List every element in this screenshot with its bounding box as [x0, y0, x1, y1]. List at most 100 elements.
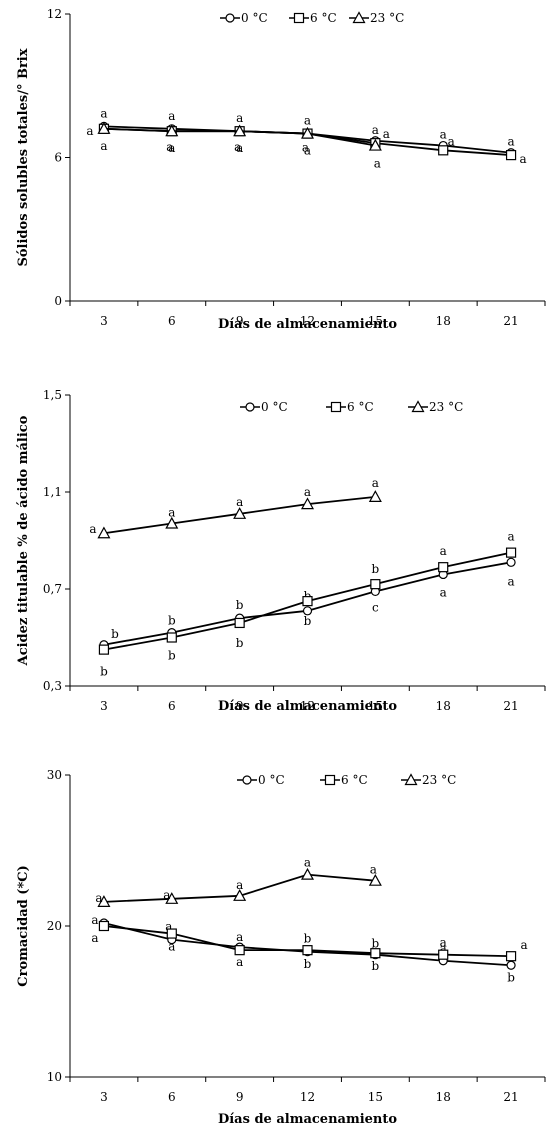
data-label: a — [507, 530, 514, 544]
data-point — [98, 644, 110, 655]
data-label: a — [86, 124, 93, 138]
y-tick-label: 1,5 — [43, 388, 62, 402]
data-point — [302, 606, 313, 616]
data-point — [166, 632, 177, 643]
data-label: a — [440, 942, 447, 956]
data-label: b — [168, 649, 176, 663]
x-tick-label: 9 — [236, 699, 244, 713]
legend-marker-square-icon — [330, 401, 342, 413]
legend-marker-square-icon — [293, 12, 305, 24]
legend-label: 0 °C — [258, 773, 285, 787]
data-label: b — [236, 598, 244, 612]
series-3: a a a a a — [95, 856, 382, 907]
data-label: b — [372, 959, 380, 973]
legend: 0 °C 6 °C 23 °C — [240, 400, 463, 414]
x-tick-label: 18 — [436, 1090, 451, 1104]
data-label: a — [234, 140, 241, 154]
legend-marker-square-icon — [324, 774, 336, 786]
data-label: a — [236, 878, 243, 892]
data-label: a — [372, 123, 379, 137]
data-label: a — [168, 506, 175, 520]
data-label: b — [304, 957, 312, 971]
y-axis-title: Sólidos solubles totales/° Brix — [16, 48, 31, 266]
data-label: a — [507, 574, 514, 588]
data-point — [165, 516, 179, 529]
legend-label: 6 °C — [310, 11, 337, 25]
data-point — [97, 895, 111, 907]
y-tick-label: 20 — [47, 919, 62, 933]
data-point — [234, 617, 245, 629]
data-point — [505, 547, 517, 558]
data-label: a — [91, 931, 98, 945]
x-tick-label: 9 — [236, 1090, 244, 1104]
x-tick-label: 3 — [100, 314, 108, 328]
legend-marker-triangle-icon — [411, 400, 425, 413]
x-tick-label: 6 — [168, 699, 176, 713]
data-label: a — [448, 134, 455, 148]
data-label: a — [372, 476, 379, 490]
data-label: b — [304, 614, 312, 628]
data-label: a — [519, 152, 526, 166]
series-3: a a a a a — [97, 122, 382, 171]
x-axis-title: Días de almacenamiento — [218, 317, 397, 332]
data-point — [97, 526, 111, 539]
data-point — [166, 928, 177, 939]
y-tick-label: 10 — [47, 1070, 62, 1084]
data-label: a — [168, 940, 175, 954]
data-point — [368, 873, 382, 886]
data-label: a — [507, 135, 514, 149]
data-label: a — [370, 863, 377, 877]
x-tick-label: 3 — [100, 699, 108, 713]
data-label: b — [100, 665, 108, 679]
x-tick-label: 21 — [503, 314, 518, 328]
data-point — [368, 138, 382, 151]
data-label: a — [440, 936, 447, 950]
x-tick-label: 12 — [300, 1090, 315, 1104]
series-2: b b b b b a a — [98, 530, 517, 679]
data-label: a — [304, 144, 311, 158]
legend-marker-triangle-icon — [352, 11, 366, 24]
data-point — [300, 497, 315, 510]
y-tick-label: 6 — [54, 151, 62, 165]
data-point — [165, 124, 179, 137]
legend-label: 23 °C — [422, 773, 456, 787]
legend-marker-circle-icon — [245, 402, 255, 412]
data-point — [302, 596, 313, 607]
data-label: b — [304, 932, 312, 946]
data-point — [505, 150, 517, 161]
data-label: a — [302, 141, 309, 155]
x-tick-label: 6 — [168, 1090, 176, 1104]
y-axis-title: Acidez titulable % de ácido málico — [16, 415, 31, 666]
legend-label: 6 °C — [341, 773, 368, 787]
y-tick-label: 12 — [47, 7, 62, 21]
data-point — [368, 490, 382, 502]
data-label: a — [165, 920, 172, 934]
y-tick-label: 1,1 — [43, 485, 62, 499]
legend-marker-triangle-icon — [404, 773, 418, 786]
series-3: a a a a a — [89, 476, 382, 539]
data-label: a — [100, 139, 107, 153]
data-label: a — [236, 955, 243, 969]
data-label: a — [89, 522, 96, 536]
x-tick-label: 15 — [368, 314, 383, 328]
x-tick-label: 18 — [436, 314, 451, 328]
data-label: a — [383, 127, 390, 141]
data-label: b — [168, 614, 176, 628]
chart-panel-3: 3 6 9 12 15 18 21 10 20 30 Días de almacenamiento C… — [16, 768, 546, 1127]
data-label: a — [236, 495, 243, 509]
data-point — [438, 949, 449, 960]
x-tick-label: 12 — [300, 699, 315, 713]
x-tick-label: 18 — [436, 699, 451, 713]
x-tick-label: 3 — [100, 1090, 108, 1104]
data-label: a — [236, 141, 243, 155]
data-label: b — [507, 970, 515, 984]
x-tick-label: 21 — [503, 699, 518, 713]
data-point — [300, 126, 315, 139]
data-label: a — [95, 891, 102, 905]
legend: 0 °C 6 °C 23 °C — [237, 773, 456, 787]
data-label: c — [372, 600, 379, 614]
data-label: a — [304, 856, 311, 870]
data-point — [165, 892, 179, 904]
